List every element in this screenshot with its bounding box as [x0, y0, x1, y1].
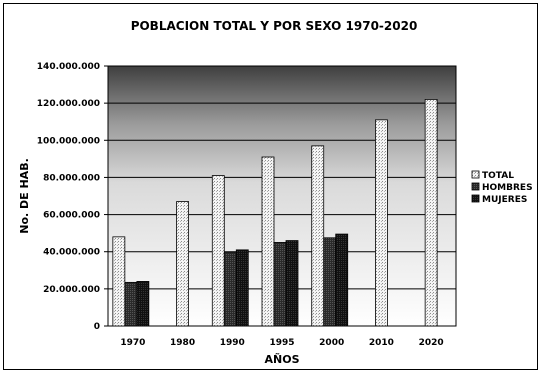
- y-tick-label: 0: [94, 322, 100, 332]
- population-chart: POBLACION TOTAL Y POR SEXO 1970-2020 0 20…: [18, 19, 533, 366]
- bar-hombres-1990: [223, 252, 237, 327]
- bar-mujeres-1970: [136, 281, 150, 327]
- y-tick-label: 120.000.000: [37, 99, 100, 109]
- x-tick-label: 1980: [170, 338, 195, 348]
- bar-total-2000: [311, 145, 325, 327]
- y-tick-label: 100.000.000: [37, 136, 100, 146]
- x-tick-label: 2000: [319, 338, 344, 348]
- y-tick-label: 40.000.000: [43, 248, 100, 258]
- y-tick-label: 60.000.000: [43, 211, 100, 221]
- legend-swatch: [471, 170, 480, 179]
- legend-label: HOMBRES: [482, 183, 533, 193]
- legend: TOTAL HOMBRES MUJERES: [471, 170, 533, 205]
- x-tick-label: 1970: [120, 338, 145, 348]
- chart-frame: POBLACION TOTAL Y POR SEXO 1970-2020 0 20…: [3, 3, 538, 370]
- legend-label: TOTAL: [482, 171, 514, 181]
- bar-total-1970: [112, 236, 126, 327]
- bar-total-1980: [176, 201, 189, 327]
- x-tick-label: 1990: [220, 338, 245, 348]
- x-tick-label: 2010: [369, 338, 394, 348]
- bar-total-2010: [375, 119, 388, 327]
- legend-swatch: [471, 182, 480, 191]
- legend-label: MUJERES: [482, 195, 527, 205]
- x-tick-label: 2020: [419, 338, 444, 348]
- bar-hombres-2000: [323, 237, 337, 327]
- chart-title: POBLACION TOTAL Y POR SEXO 1970-2020: [131, 19, 418, 33]
- legend-swatch: [471, 194, 480, 203]
- bar-hombres-1970: [124, 281, 138, 327]
- y-tick-label: 140.000.000: [37, 62, 100, 72]
- bar-mujeres-2000: [335, 233, 349, 327]
- bar-total-2020: [424, 99, 438, 327]
- x-axis-title: AÑOS: [265, 353, 300, 366]
- bar-total-1995: [261, 156, 275, 327]
- bar-mujeres-1990: [235, 249, 249, 327]
- x-tick-label: 1995: [269, 338, 294, 348]
- y-axis-title: No. DE HAB.: [18, 158, 31, 234]
- bar-hombres-1995: [273, 242, 287, 327]
- bar-total-1990: [211, 175, 225, 327]
- y-tick-label: 80.000.000: [43, 173, 100, 183]
- bar-mujeres-1995: [285, 240, 299, 327]
- y-tick-label: 20.000.000: [43, 285, 100, 295]
